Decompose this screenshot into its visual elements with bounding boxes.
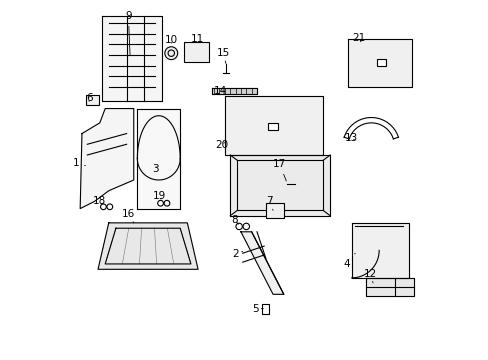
Circle shape [164,47,177,60]
Bar [85,95,99,105]
Bar [183,42,208,62]
Text: 2: 2 [232,249,242,259]
Bar [265,203,283,217]
Text: 14: 14 [213,86,226,96]
Polygon shape [351,223,408,278]
Text: 19: 19 [153,191,166,201]
Polygon shape [80,109,134,208]
Polygon shape [137,109,180,208]
Text: 5: 5 [251,303,263,314]
Bar [262,304,268,314]
Text: 10: 10 [164,35,178,45]
Polygon shape [347,39,411,87]
Text: 11: 11 [190,34,203,44]
Polygon shape [224,96,323,155]
Text: 7: 7 [265,197,272,210]
Text: 6: 6 [85,93,92,103]
Polygon shape [102,16,162,102]
Text: 12: 12 [363,269,376,283]
Bar [267,123,278,130]
Text: 9: 9 [125,11,131,56]
Polygon shape [230,155,329,216]
Text: 20: 20 [215,140,228,150]
Polygon shape [241,232,283,294]
Text: 17: 17 [272,159,286,181]
Text: 8: 8 [231,215,238,225]
Text: 4: 4 [343,253,354,269]
Text: 21: 21 [351,33,365,43]
Text: 1: 1 [72,158,85,168]
Polygon shape [212,88,257,94]
Text: 16: 16 [122,209,135,223]
Text: 15: 15 [216,48,229,64]
Bar [376,59,385,66]
Text: 3: 3 [152,164,158,174]
Polygon shape [365,278,413,296]
Text: 13: 13 [344,133,357,143]
Text: 18: 18 [93,197,106,206]
Polygon shape [98,223,198,269]
